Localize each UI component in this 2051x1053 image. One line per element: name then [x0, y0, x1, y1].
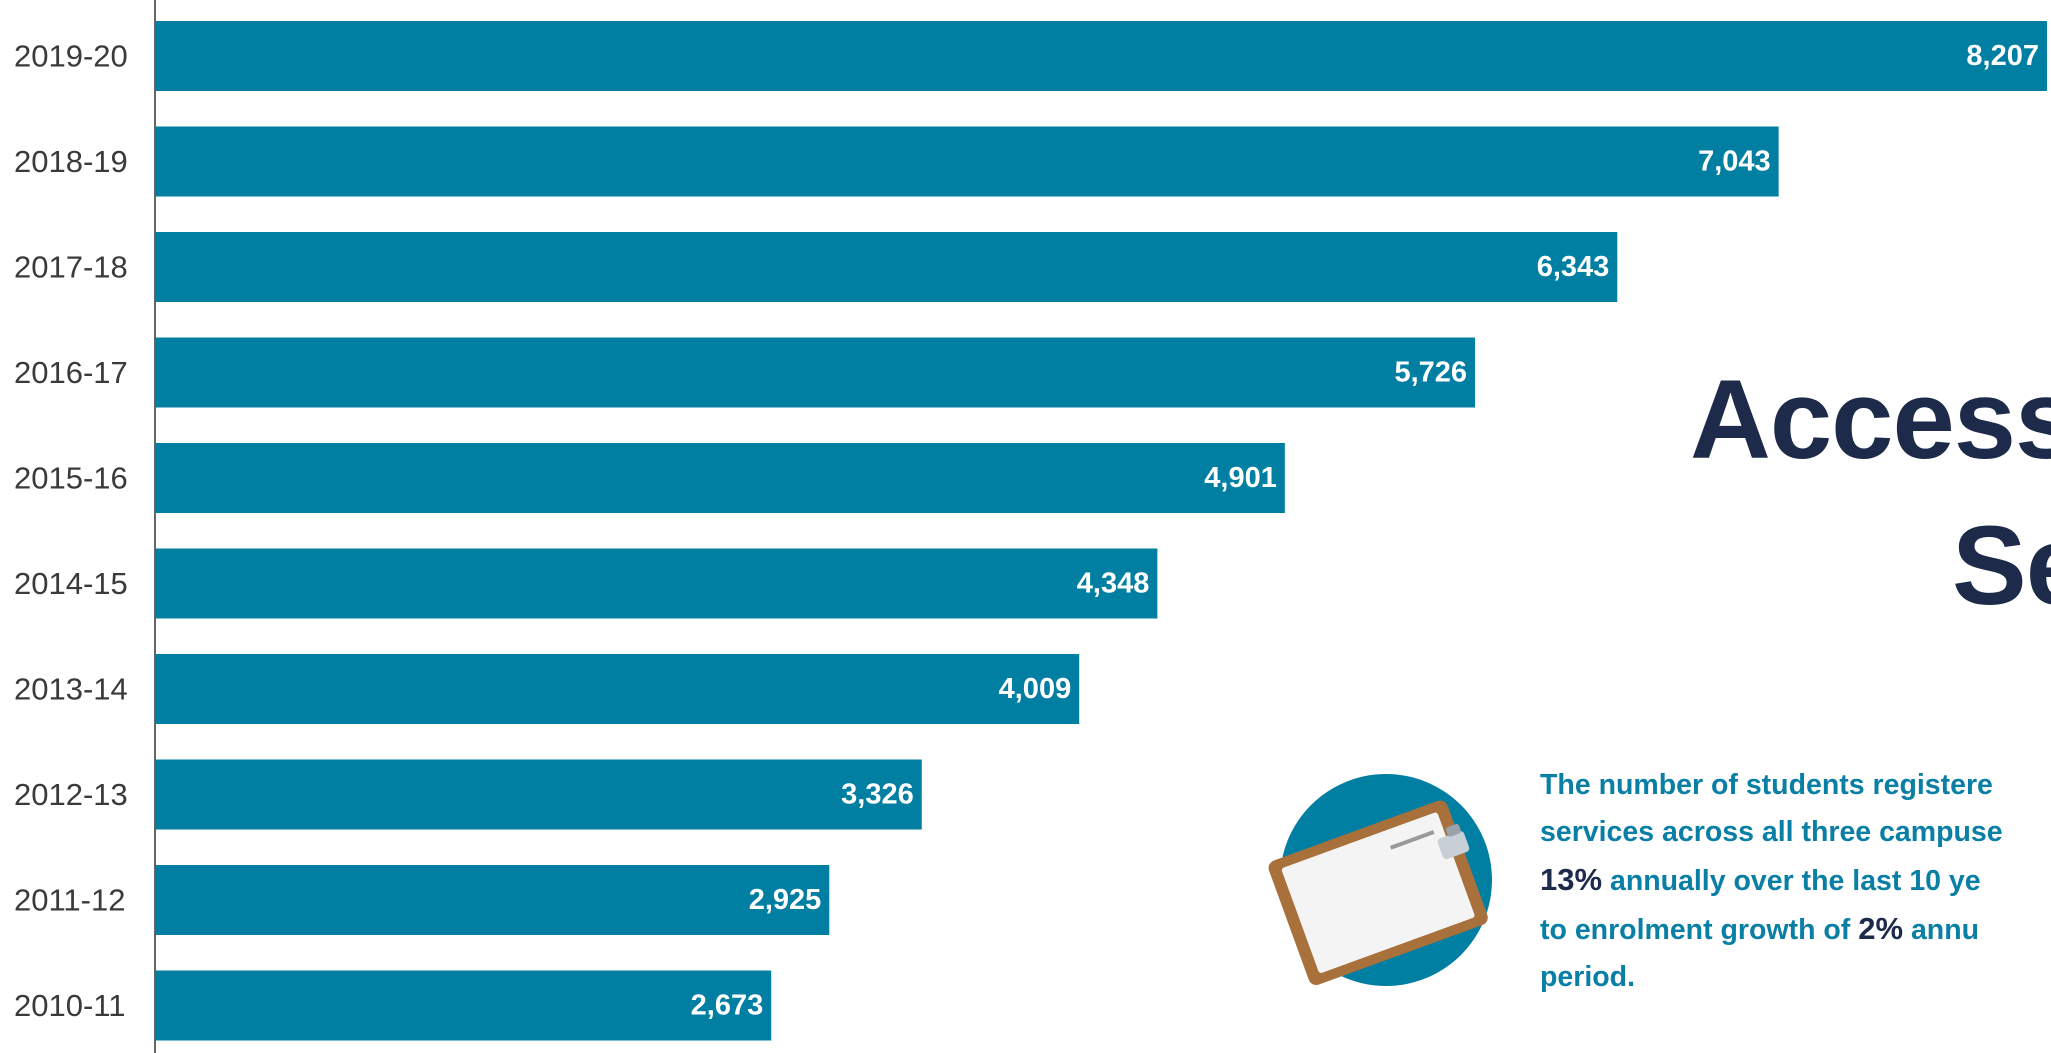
bar-2015-16 — [155, 443, 1285, 513]
value-label: 4,009 — [999, 673, 1072, 705]
page-title-line-2: Se — [1952, 503, 2051, 628]
category-label: 2018-19 — [14, 144, 128, 179]
category-label: 2012-13 — [14, 777, 128, 812]
highlight-percent: 2% — [1858, 911, 1904, 946]
category-label: 2013-14 — [14, 672, 128, 707]
description-line: The number of students registere — [1540, 769, 1993, 801]
bar-2018-19 — [155, 126, 1779, 197]
value-label: 6,343 — [1537, 251, 1610, 283]
value-label: 2,925 — [749, 884, 822, 916]
bar-2019-20 — [155, 21, 2047, 91]
category-label: 2019-20 — [14, 39, 128, 74]
value-label: 8,207 — [1966, 40, 2039, 72]
clipboard-icon — [1254, 770, 1494, 1000]
category-label: 2011-12 — [14, 883, 125, 918]
description-text: The number of students registere service… — [1540, 762, 2051, 1001]
description-line: services across all three campuse — [1540, 816, 2003, 848]
category-label: 2015-16 — [14, 461, 128, 496]
category-label: 2017-18 — [14, 250, 128, 285]
highlight-percent: 13% — [1540, 862, 1603, 897]
value-label: 4,348 — [1077, 568, 1150, 600]
value-label: 3,326 — [841, 779, 914, 811]
bar-2012-13 — [155, 759, 922, 830]
value-label: 4,901 — [1204, 462, 1277, 494]
value-label: 7,043 — [1698, 146, 1771, 178]
description-line: 13% annually over the last 10 ye — [1540, 856, 2051, 905]
bar-2016-17 — [155, 337, 1476, 408]
description-line: to enrolment growth of 2% annu — [1540, 905, 2051, 954]
category-label: 2014-15 — [14, 566, 128, 601]
description-line: period. — [1540, 961, 1636, 993]
bar-2010-11 — [155, 970, 772, 1041]
value-label: 2,673 — [691, 990, 764, 1022]
page-title-line-1: Access — [1690, 357, 2051, 482]
description-text-fragment: annu — [1903, 914, 1980, 946]
bar-2017-18 — [155, 232, 1618, 302]
bar-2011-12 — [155, 865, 830, 935]
bars-group: 2019-20 8,207 2018-19 7,043 2017-18 6,343 2016… — [14, 21, 2047, 1041]
description-text-fragment: annually over the last 10 ye — [1602, 865, 1981, 897]
value-label: 5,726 — [1394, 357, 1467, 389]
description-text-fragment: to enrolment growth of — [1540, 914, 1859, 946]
bar-2014-15 — [155, 548, 1158, 619]
category-label: 2010-11 — [14, 988, 125, 1023]
bar-2013-14 — [155, 654, 1080, 724]
category-label: 2016-17 — [14, 355, 128, 390]
